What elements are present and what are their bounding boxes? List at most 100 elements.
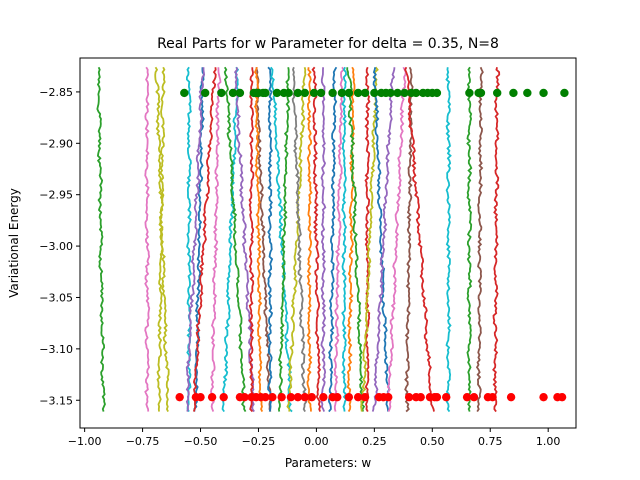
green-point-21 bbox=[353, 88, 363, 98]
x-axis-label: Parameters: w bbox=[285, 456, 372, 470]
green-point-34 bbox=[432, 88, 442, 98]
green-point-35 bbox=[465, 88, 474, 98]
green-point-5 bbox=[235, 88, 245, 98]
y-axis-ticks: −3.15 −3.10 −3.05 −3.00 −2.95 −2.90 −2.85 bbox=[39, 86, 80, 407]
x-tick-label: 1.00 bbox=[536, 435, 561, 448]
green-point-38 bbox=[493, 88, 502, 98]
green-point-2 bbox=[200, 88, 210, 98]
series-line-24 bbox=[327, 66, 338, 413]
green-point-3 bbox=[217, 88, 226, 98]
series-line-15 bbox=[253, 66, 264, 412]
series-line-33 bbox=[386, 66, 407, 412]
series-line-38 bbox=[475, 66, 484, 413]
green-point-39 bbox=[509, 88, 518, 98]
series-line-1 bbox=[96, 66, 106, 412]
red-point-41 bbox=[557, 392, 567, 402]
red-point-29 bbox=[416, 392, 425, 402]
red-point-22 bbox=[353, 392, 363, 402]
y-tick-label: −2.90 bbox=[39, 137, 73, 150]
series-line-11 bbox=[223, 66, 247, 413]
axes-frame bbox=[79, 57, 577, 429]
red-point-1 bbox=[175, 392, 184, 402]
green-point-28 bbox=[400, 88, 409, 98]
red-point-32 bbox=[432, 392, 442, 402]
series-line-23 bbox=[320, 67, 327, 412]
y-axis-label: Variational Energy bbox=[7, 188, 21, 298]
green-point-27 bbox=[393, 88, 402, 98]
red-point-11 bbox=[261, 392, 270, 402]
red-point-7 bbox=[240, 392, 249, 402]
series-line-37 bbox=[466, 66, 473, 412]
chart-title: Real Parts for w Parameter for delta = 0… bbox=[157, 36, 499, 52]
red-point-15 bbox=[293, 392, 303, 402]
x-tick-label: 0.50 bbox=[420, 435, 445, 448]
red-point-27 bbox=[404, 392, 414, 402]
series-line-34 bbox=[404, 66, 415, 413]
green-point-11 bbox=[272, 88, 282, 98]
green-point-23 bbox=[370, 88, 379, 98]
x-tick-label: 0.25 bbox=[362, 435, 387, 448]
green-point-42 bbox=[560, 88, 569, 98]
series-line-39 bbox=[492, 67, 501, 413]
green-point-17 bbox=[316, 88, 326, 98]
red-point-34 bbox=[462, 392, 472, 402]
points-layer bbox=[175, 88, 569, 402]
red-point-18 bbox=[319, 392, 328, 402]
series-line-9 bbox=[210, 67, 222, 412]
green-point-37 bbox=[476, 88, 486, 98]
y-tick-label: −2.95 bbox=[39, 189, 73, 202]
series-line-4 bbox=[154, 66, 170, 412]
series-line-7 bbox=[185, 67, 206, 412]
series-line-30 bbox=[360, 66, 379, 412]
series-line-14 bbox=[254, 67, 273, 412]
red-point-12 bbox=[268, 392, 277, 402]
y-tick-label: −3.10 bbox=[39, 343, 73, 356]
series-line-20 bbox=[291, 66, 308, 413]
red-point-13 bbox=[277, 392, 286, 402]
series-line-27 bbox=[346, 66, 356, 412]
red-point-35 bbox=[469, 392, 479, 402]
green-point-22 bbox=[360, 88, 370, 98]
series-line-26 bbox=[341, 66, 348, 412]
red-point-33 bbox=[442, 392, 451, 402]
red-point-21 bbox=[344, 392, 354, 402]
green-point-19 bbox=[337, 88, 347, 98]
red-point-3 bbox=[196, 392, 205, 402]
green-point-20 bbox=[344, 88, 354, 98]
series-line-8 bbox=[192, 67, 217, 412]
green-point-14 bbox=[293, 88, 303, 98]
series-line-31 bbox=[372, 67, 391, 412]
red-point-39 bbox=[539, 392, 548, 402]
red-point-14 bbox=[286, 392, 296, 402]
red-point-16 bbox=[300, 392, 310, 402]
red-point-4 bbox=[207, 392, 217, 402]
green-point-16 bbox=[309, 88, 319, 98]
green-point-30 bbox=[411, 88, 421, 98]
series-line-13 bbox=[248, 67, 255, 413]
series-line-22 bbox=[311, 66, 322, 412]
red-point-26 bbox=[384, 392, 393, 402]
y-tick-label: −2.85 bbox=[39, 86, 73, 99]
green-point-13 bbox=[284, 88, 293, 98]
series-line-28 bbox=[346, 67, 366, 412]
y-tick-label: −3.00 bbox=[39, 240, 73, 253]
red-point-23 bbox=[360, 392, 370, 402]
series-line-25 bbox=[333, 66, 345, 412]
series-line-3 bbox=[144, 66, 151, 412]
green-point-4 bbox=[228, 88, 238, 98]
green-point-10 bbox=[261, 88, 270, 98]
red-point-38 bbox=[506, 392, 516, 402]
series-line-16 bbox=[267, 66, 274, 412]
plot-area bbox=[96, 66, 569, 413]
y-tick-label: −3.05 bbox=[39, 291, 73, 304]
y-tick-label: −3.15 bbox=[39, 394, 73, 407]
series-line-32 bbox=[371, 67, 396, 412]
x-tick-label: 0.00 bbox=[304, 435, 329, 448]
x-tick-label: 0.75 bbox=[478, 435, 503, 448]
series-line-5 bbox=[185, 66, 192, 413]
red-point-37 bbox=[488, 392, 497, 402]
series-line-21 bbox=[306, 67, 313, 412]
green-point-15 bbox=[300, 88, 310, 98]
x-axis-ticks: −1.00 −0.75 −0.50 −0.25 0.00 0.25 0.50 0.75 1.00 bbox=[68, 428, 561, 448]
